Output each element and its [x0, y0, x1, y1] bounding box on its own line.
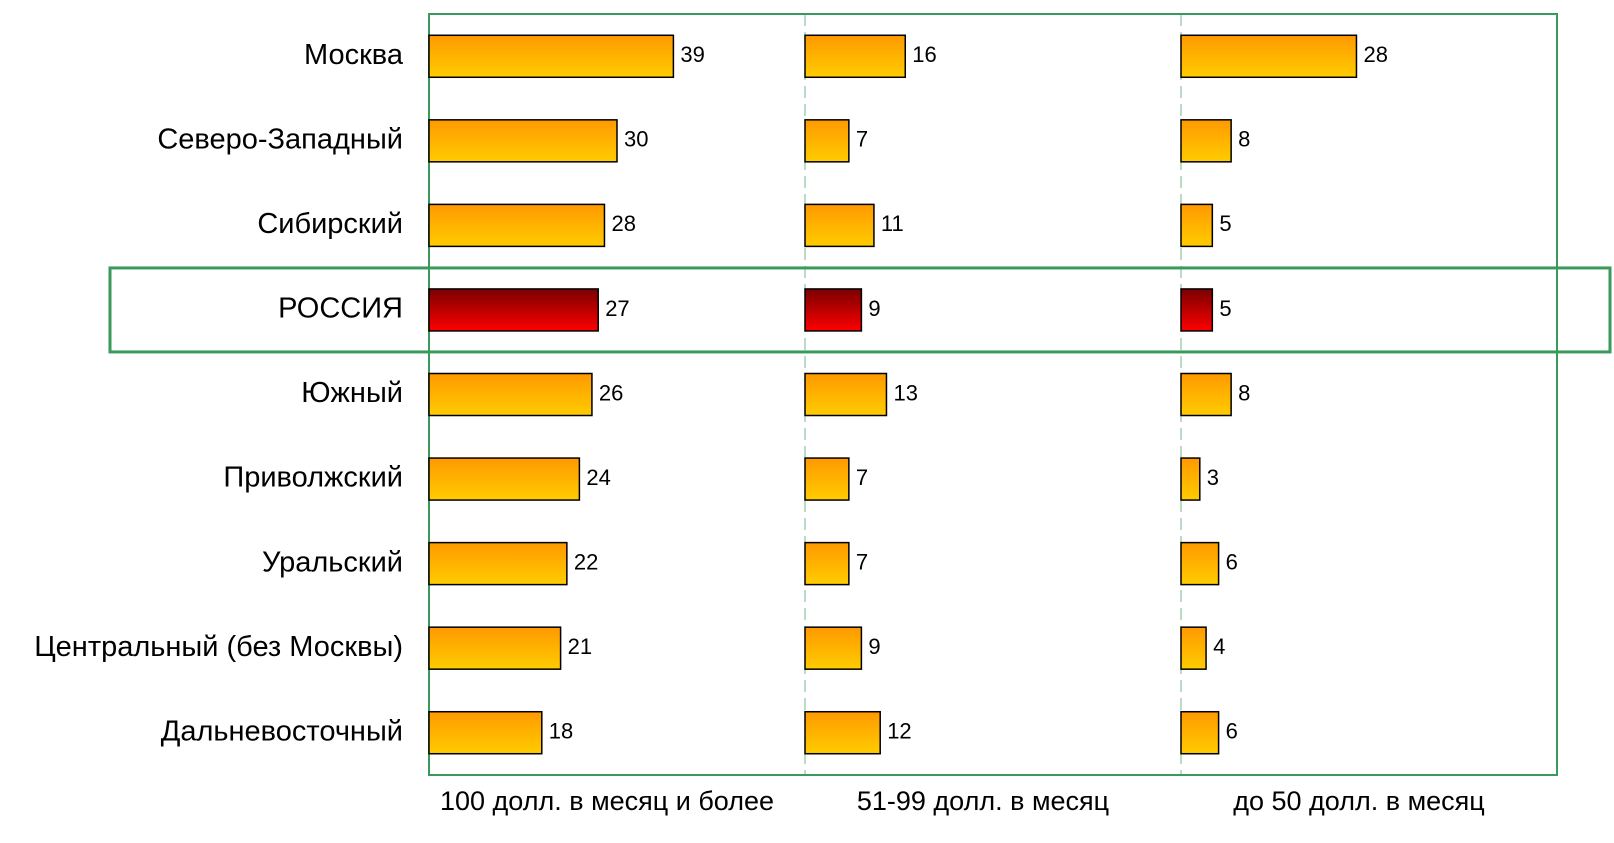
category-label: Дальневосточный: [161, 715, 403, 747]
value-label: 24: [586, 465, 610, 490]
value-label: 22: [574, 549, 598, 574]
bar: [804, 457, 850, 501]
value-label: 4: [1213, 634, 1225, 659]
category-label: Уральский: [262, 546, 403, 578]
highlight-frame: [108, 266, 1612, 354]
value-label: 3: [1207, 465, 1219, 490]
value-label: 7: [856, 465, 868, 490]
value-label: 5: [1219, 296, 1231, 321]
category-label: Москва: [304, 39, 404, 71]
value-label: 6: [1226, 719, 1238, 744]
bar: [804, 710, 881, 755]
value-label: 6: [1226, 549, 1238, 574]
bar: [428, 119, 618, 163]
value-label: 18: [549, 719, 573, 744]
bar: [1180, 203, 1214, 248]
bar: [804, 34, 907, 79]
bar: [804, 372, 888, 417]
bar: [428, 710, 543, 755]
bar: [428, 34, 675, 79]
category-label: Центральный (без Москвы): [34, 631, 403, 663]
bar: [804, 541, 850, 586]
bar: [428, 541, 568, 586]
value-label: 11: [881, 211, 904, 236]
value-label: 28: [611, 211, 635, 236]
bar: [1180, 288, 1214, 332]
value-label: 8: [1238, 380, 1250, 405]
bar: [804, 288, 863, 332]
series-label: до 50 долл. в месяц: [1233, 786, 1485, 816]
category-label: Северо-Западный: [157, 123, 403, 155]
bar: [428, 457, 581, 501]
value-label: 12: [887, 719, 911, 744]
bar: [428, 288, 599, 332]
category-label: Южный: [301, 377, 403, 409]
value-label: 5: [1219, 211, 1231, 236]
category-label: Сибирский: [257, 208, 403, 240]
value-label: 26: [599, 380, 623, 405]
bar: [428, 372, 593, 417]
value-label: 7: [856, 127, 868, 152]
series-label: 100 долл. в месяц и более: [440, 786, 774, 816]
bar: [1180, 710, 1220, 755]
value-label: 9: [868, 296, 880, 321]
bar: [1180, 541, 1220, 586]
bar: [804, 119, 850, 163]
value-label: 39: [680, 42, 704, 67]
series-label: 51-99 долл. в месяц: [857, 786, 1109, 816]
bar: [804, 203, 875, 248]
bar: [1180, 34, 1358, 79]
bar: [1180, 457, 1201, 501]
category-label: Приволжский: [223, 462, 403, 494]
value-label: 28: [1363, 42, 1387, 67]
bar: [1180, 119, 1232, 163]
bar: [1180, 372, 1232, 417]
category-label: РОССИЯ: [278, 293, 403, 325]
value-label: 21: [568, 634, 592, 659]
bar: [428, 626, 562, 670]
value-label: 9: [868, 634, 880, 659]
value-label: 27: [605, 296, 629, 321]
bar: [804, 626, 863, 670]
value-label: 13: [893, 380, 917, 405]
value-label: 8: [1238, 127, 1250, 152]
bar: [428, 203, 606, 248]
value-label: 7: [856, 549, 868, 574]
value-label: 16: [912, 42, 936, 67]
value-label: 30: [624, 127, 648, 152]
bar: [1180, 626, 1207, 670]
